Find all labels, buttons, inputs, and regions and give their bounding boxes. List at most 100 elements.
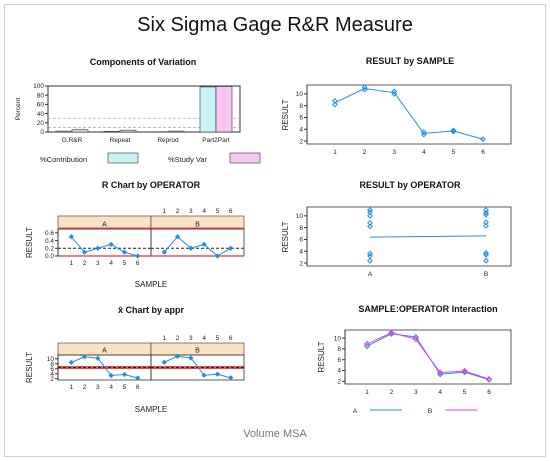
components-legend-label: %Study Var	[168, 155, 208, 164]
components-bar	[199, 86, 217, 133]
result-by-operator-point	[483, 211, 489, 218]
interaction-xtick-label: 2	[390, 389, 394, 396]
components-legend-swatch	[229, 152, 261, 164]
components-legend-swatch	[107, 152, 139, 164]
result-by-operator-point	[367, 212, 373, 219]
components-ytick-label: 20	[37, 120, 45, 127]
components-ytick-label: 0	[40, 129, 44, 136]
r-chart-point	[135, 253, 141, 259]
result-by-operator-point	[483, 219, 489, 226]
result-by-operator-point	[367, 223, 373, 230]
components-category-label: G.R&R	[62, 137, 83, 144]
interaction-xtick-label: 6	[487, 389, 491, 396]
result-by-operator-point	[483, 251, 489, 258]
components-bar	[55, 130, 73, 133]
r-chart-top-tick-label: 1	[162, 208, 166, 215]
result-by-operator-mean-line	[369, 235, 487, 238]
r-chart-point	[68, 234, 74, 240]
result-by-operator-ylabel: RESULT	[281, 221, 290, 252]
xbar-chart-point	[201, 372, 207, 378]
result-by-sample-point	[361, 86, 368, 93]
result-by-sample-ytick-label: 2	[299, 138, 303, 145]
result-by-sample-plot-box	[306, 84, 512, 145]
interaction-xtick-label: 4	[438, 389, 442, 396]
r-chart-top-tick-label: 6	[229, 208, 233, 215]
xbar-chart-point	[81, 354, 88, 360]
result-by-sample-xtick-label: 6	[481, 149, 485, 156]
r-chart-point	[108, 241, 114, 248]
result-by-sample-point	[450, 127, 457, 134]
r-chart-ytick-label: 0.4	[45, 238, 54, 245]
result-by-sample-point	[361, 84, 368, 91]
r-chart-ytick-label: 0.2	[45, 245, 54, 252]
xbar-chart-point	[95, 355, 101, 361]
xbar-chart-top-tick-label: 5	[216, 335, 220, 342]
interaction-point	[388, 329, 395, 336]
xbar-chart-title: x̄ Chart by appr	[118, 305, 185, 315]
r-chart-point	[95, 245, 101, 251]
xbar-chart-xtick-label: 6	[136, 384, 140, 391]
components-ytick-label: 80	[37, 92, 45, 99]
result-by-sample-xtick-label: 5	[452, 149, 456, 156]
xbar-chart-top-tick-label: 4	[202, 335, 206, 342]
interaction-xtick-label: 5	[463, 389, 467, 396]
result-by-sample-point	[332, 101, 338, 108]
xbar-chart-xtick-label: 1	[69, 384, 73, 391]
r-chart-xtick-label: 4	[109, 260, 113, 267]
result-by-sample-point	[420, 129, 427, 136]
r-chart-ytick-label: 0.6	[45, 230, 54, 237]
xbar-chart-series-line	[164, 355, 231, 379]
result-by-operator-point	[367, 209, 373, 216]
xbar-chart-point	[121, 371, 128, 378]
interaction-legend-label: B	[428, 408, 432, 415]
r-chart-xtick-label: 6	[136, 260, 140, 267]
r-chart-series-line	[70, 236, 138, 257]
result-by-sample-ytick-label: 4	[299, 126, 303, 133]
xbar-chart-point	[68, 359, 74, 366]
result-by-operator-point	[367, 220, 373, 226]
r-chart-panel-box	[57, 228, 152, 257]
result-by-sample-point	[391, 90, 398, 97]
r-chart-xlabel: SAMPLE	[135, 280, 167, 289]
result-by-sample-ytick-label: 6	[299, 115, 303, 122]
xbar-chart-point	[161, 359, 167, 365]
result-by-operator-ytick-label: 10	[296, 213, 304, 220]
interaction-ytick-label: 10	[334, 335, 342, 342]
interaction-title: SAMPLE:OPERATOR Interaction	[358, 304, 497, 314]
r-chart-point	[188, 245, 194, 251]
interaction-legend-label: A	[353, 408, 358, 415]
result-by-sample-title: RESULT by SAMPLE	[366, 56, 454, 66]
xbar-chart-top-tick-label: 1	[162, 335, 166, 342]
components-bar	[167, 130, 185, 133]
result-by-operator-point	[367, 250, 373, 257]
xbar-chart-series-line	[71, 356, 138, 379]
r-chart-top-tick-label: 3	[189, 208, 193, 215]
xbar-chart-xtick-label: 4	[109, 384, 113, 391]
interaction-ytick-label: 4	[337, 368, 341, 375]
result-by-operator-ytick-label: 8	[299, 225, 303, 232]
result-by-operator-ytick-label: 6	[299, 237, 303, 244]
interaction-point	[363, 340, 371, 348]
result-by-operator-point	[483, 207, 489, 213]
result-by-sample-point	[480, 136, 486, 143]
interaction-ytick-label: 8	[337, 346, 341, 353]
xbar-chart-top-tick-label: 2	[176, 335, 180, 342]
figure-frame	[4, 4, 546, 457]
interaction-plot-box	[344, 329, 512, 385]
r-chart-point	[121, 249, 128, 255]
r-chart-point	[161, 249, 167, 255]
xbar-chart-point	[174, 353, 181, 359]
r-chart-point	[228, 245, 234, 251]
result-by-sample-point	[332, 98, 338, 104]
main-title: Six Sigma Gage R&R Measure	[137, 14, 413, 36]
r-chart-xtick-label: 1	[69, 260, 73, 267]
interaction-xtick-label: 1	[365, 389, 369, 396]
r-chart-xtick-label: 2	[83, 260, 87, 267]
interaction-point	[461, 367, 468, 375]
xbar-chart-point	[135, 375, 141, 381]
result-by-operator-point	[483, 209, 489, 216]
r-chart-point	[81, 249, 88, 255]
interaction-ylabel: RESULT	[317, 341, 326, 372]
xbar-chart-ytick-label: 2	[50, 376, 54, 383]
xbar-chart-ytick-label: 4	[50, 371, 54, 378]
